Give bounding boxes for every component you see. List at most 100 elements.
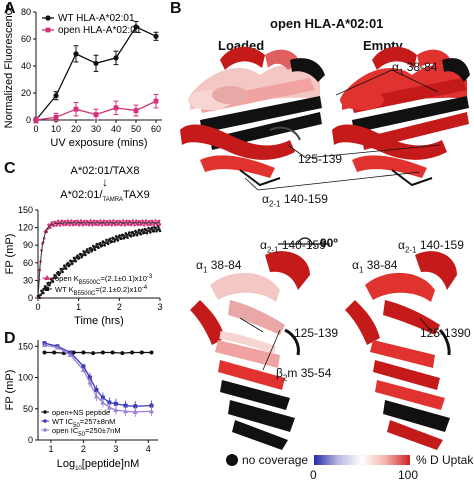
chart-c-point <box>152 223 156 227</box>
chart-c-point <box>92 219 96 223</box>
chart-c-arrow-icon: ↓ <box>102 175 108 189</box>
chart-d-point <box>52 350 57 355</box>
chart-c-y-tick-label: 30 <box>23 275 33 285</box>
chart-c-legend-label: WT KB5500C=(2.1±0.2)x10-4 <box>55 285 148 297</box>
chart-c-point <box>96 220 99 223</box>
chart-c-point <box>51 280 55 283</box>
chart-a-legend-label: open HLA-A*02:01 <box>58 25 142 36</box>
chart-d-legend-label: WT IC50=257±8nM <box>52 417 115 429</box>
chart-c-point <box>112 219 115 222</box>
chart-c-point <box>106 242 110 246</box>
label-a21-bottom-left: α2-1 140-159 <box>260 238 326 255</box>
chart-c-point <box>147 226 150 230</box>
chart-c-point <box>74 259 78 263</box>
chart-c-point <box>131 230 135 234</box>
chart-a-x-tick-label: 0 <box>33 124 38 134</box>
chart-a-x-tick-label: 20 <box>71 124 81 134</box>
chart-c-x-tick-label: 3 <box>157 302 162 312</box>
chart-a-xlabel: UV exposure (mins) <box>50 137 147 149</box>
chart-c-point <box>56 219 60 223</box>
chart-a-y-tick-label: 40 <box>21 61 31 71</box>
no-coverage-swatch <box>226 454 238 466</box>
chart-a-point <box>53 93 59 99</box>
chart-c-point <box>60 219 63 223</box>
chart-c-point <box>95 242 99 246</box>
chart-c-point <box>138 220 142 223</box>
chart-c-point <box>144 219 148 222</box>
chart-a-legend-marker <box>45 15 51 21</box>
chart-a-x-tick-label: 60 <box>151 124 161 134</box>
chart-d-point <box>139 350 144 355</box>
chart-d-ylabel: FP (mP) <box>4 370 16 411</box>
panel-label-d: D <box>4 330 16 347</box>
leader-lines <box>239 69 441 371</box>
chart-c-point <box>136 223 140 227</box>
chart-c-point <box>127 231 131 234</box>
label-a1-bottom-left: α1 38-84 <box>196 258 242 275</box>
chart-d-point <box>42 350 47 355</box>
chart-d-point <box>67 352 73 357</box>
chart-d-point <box>100 350 105 355</box>
uptake-label: % D Uptake <box>416 453 474 467</box>
chart-c-point <box>102 219 106 222</box>
chart-c-point <box>80 255 84 259</box>
chart-c-point <box>135 233 139 237</box>
chart-d-y-tick-label: 150 <box>18 341 33 351</box>
chart-c-point <box>142 231 146 235</box>
chart-c-point <box>133 223 136 227</box>
chart-d-series-line <box>44 344 152 413</box>
chart-a-legend-label: WT HLA-A*02:01 <box>58 13 135 24</box>
chart-d-point <box>41 342 47 347</box>
chart-a-point <box>113 105 119 111</box>
chart-c-point <box>61 270 64 274</box>
chart-c-point <box>146 223 150 227</box>
chart-c-legend-marker <box>45 287 49 291</box>
chart-d: 1 2 3 4 0 50 100 150 Log10[peptide]nM FP (mP) open… <box>4 340 158 472</box>
chart-c-point <box>117 223 121 226</box>
chart-c-point <box>77 223 81 227</box>
gradient-max: 100 <box>398 468 419 482</box>
chart-c-point <box>131 219 135 222</box>
chart-a-point <box>153 98 159 104</box>
chart-a-point <box>153 33 159 39</box>
label-a1-top: α1 38-84 <box>392 60 438 77</box>
chart-c-point <box>72 256 76 260</box>
chart-c-point <box>126 236 129 239</box>
chart-c-point <box>70 262 74 266</box>
chart-c-point <box>97 246 100 250</box>
rotation-label: 90º <box>320 236 338 250</box>
label-125-top: 125-139 <box>298 152 343 166</box>
chart-a-y-tick-label: 20 <box>21 88 31 98</box>
chart-c-point <box>63 220 67 223</box>
chart-c-y-tick-label: 60 <box>23 258 33 268</box>
no-coverage-label: no coverage <box>242 453 309 467</box>
chart-a-series-line <box>35 26 157 121</box>
chart-c-point <box>135 219 138 222</box>
gradient-min: 0 <box>310 468 317 482</box>
chart-c-point <box>87 251 91 254</box>
chart-c-y-tick-label: 120 <box>18 223 33 233</box>
chart-d-point <box>54 345 60 350</box>
chart-c-point <box>50 221 54 224</box>
chart-a-point <box>113 55 119 61</box>
chart-c-point <box>71 223 75 227</box>
chart-c-point <box>99 219 102 222</box>
chart-c-ylabel: FP (mP) <box>4 234 16 275</box>
chart-a-point <box>33 117 39 123</box>
chart-c-point <box>150 226 154 230</box>
chart-c-point <box>110 223 114 227</box>
chart-c-point <box>75 222 78 226</box>
chart-c-point <box>154 219 157 222</box>
chart-c-point <box>123 223 127 227</box>
chart-c-point <box>81 223 85 227</box>
panel-label-c: C <box>4 160 16 177</box>
chart-c-point <box>103 243 107 247</box>
chart-d-point <box>110 350 115 355</box>
chart-c-point <box>121 219 125 222</box>
chart-c-point <box>76 254 79 257</box>
chart-a-point <box>133 108 139 113</box>
chart-c-legend-marker <box>44 275 50 280</box>
chart-c-point <box>115 219 119 223</box>
chart-c-point <box>152 229 156 233</box>
chart-c-x-tick-label: 2 <box>117 302 122 312</box>
